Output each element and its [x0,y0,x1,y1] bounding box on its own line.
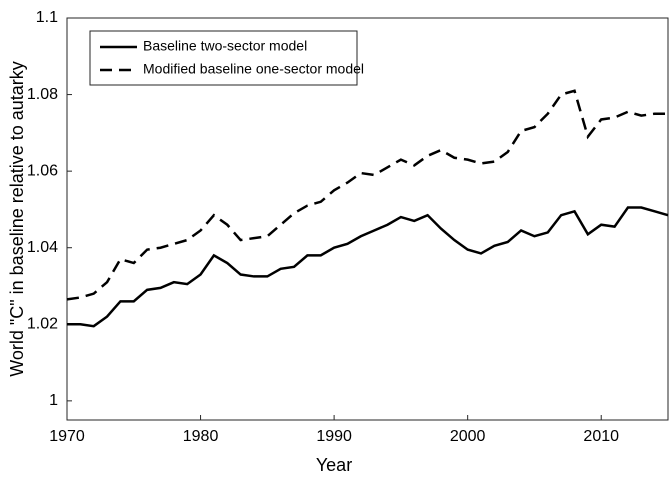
x-tick-label: 1990 [316,428,352,445]
x-tick-label: 2010 [583,428,619,445]
y-axis-label: World "C" in baseline relative to autark… [7,61,27,377]
y-tick-label: 1 [49,392,58,409]
y-tick-label: 1.06 [27,162,58,179]
legend-label: Modified baseline one-sector model [143,61,364,77]
legend-box [89,30,358,86]
y-tick-label: 1.04 [27,239,58,256]
x-tick-label: 1970 [49,428,85,445]
series-line [66,89,668,301]
x-tick-label: 1980 [183,428,219,445]
legend-label: Baseline two-sector model [143,38,307,54]
y-tick-label: 1.08 [27,86,58,103]
x-tick-label: 2000 [450,428,486,445]
x-axis-label: Year [316,455,352,475]
plot-frame [66,17,669,421]
series-line [67,206,669,328]
y-tick-label: 1.1 [36,9,58,26]
y-tick-label: 1.02 [27,316,58,333]
